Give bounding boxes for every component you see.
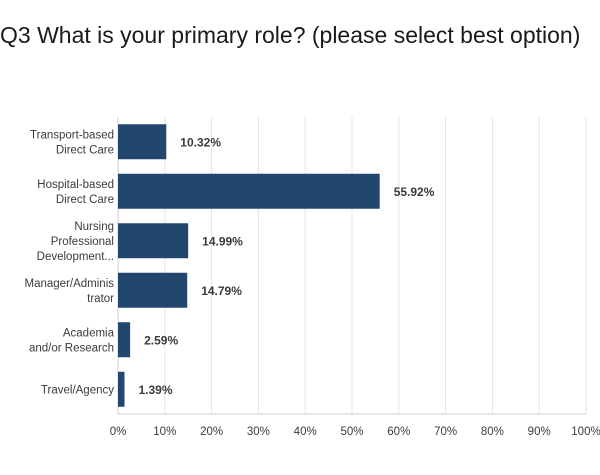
bar <box>118 124 167 160</box>
bars <box>118 124 380 407</box>
bar <box>118 272 188 308</box>
category-label-line: Professional <box>51 236 114 248</box>
category-label-line: Direct Care <box>56 194 114 206</box>
category-label-line: Nursing <box>74 221 114 233</box>
category-label-line: trator <box>87 293 114 305</box>
category-label: Transport-based Direct Care <box>30 129 114 156</box>
data-labels: 10.32% 55.92% 14.99% 14.79% 2.59% 1.39% <box>139 135 435 397</box>
bar <box>118 173 380 209</box>
category-label-line: and/or Research <box>29 342 114 354</box>
category-label-line: Travel/Agency <box>41 384 114 396</box>
data-label: 1.39% <box>139 383 173 397</box>
x-tick-label: 40% <box>294 426 317 438</box>
x-tick-label: 10% <box>153 426 176 438</box>
category-label-line: Development... <box>37 251 114 263</box>
category-labels: Transport-based Direct CareHospital-based… <box>25 129 115 396</box>
category-label-line: Transport-based <box>30 129 114 141</box>
category-label-line: Academia <box>63 327 115 339</box>
x-tick-label: 100% <box>571 426 600 438</box>
bar <box>118 371 125 407</box>
x-tick-label: 0% <box>110 426 127 438</box>
data-label: 2.59% <box>144 333 178 347</box>
category-label: Hospital-based Direct Care <box>37 179 114 206</box>
category-label: Manager/Adminis trator <box>25 278 115 305</box>
category-label: Nursing Professional Development... <box>37 221 114 263</box>
bar <box>118 322 131 358</box>
category-label: Travel/Agency <box>41 384 114 396</box>
x-axis-ticks: 0% 10% 20% 30% 40% 50% 60% 70% 80% 90% 100% <box>110 426 600 438</box>
chart-title: Q3 What is your primary role? (please se… <box>0 22 581 48</box>
x-tick-label: 90% <box>528 426 551 438</box>
bar <box>118 223 189 259</box>
x-tick-label: 50% <box>340 426 363 438</box>
category-label: Academia and/or Research <box>29 327 115 354</box>
category-label-line: Direct Care <box>56 144 114 156</box>
category-label-line: Manager/Adminis <box>25 278 115 290</box>
x-tick-label: 30% <box>247 426 270 438</box>
x-tick-label: 60% <box>387 426 410 438</box>
category-label-line: Hospital-based <box>37 179 114 191</box>
data-label: 14.99% <box>202 234 243 248</box>
data-label: 10.32% <box>180 135 221 149</box>
data-label: 55.92% <box>394 185 435 199</box>
x-tick-label: 20% <box>200 426 223 438</box>
data-label: 14.79% <box>201 284 242 298</box>
x-tick-label: 70% <box>434 426 457 438</box>
x-tick-label: 80% <box>481 426 504 438</box>
grid-lines <box>117 117 587 415</box>
